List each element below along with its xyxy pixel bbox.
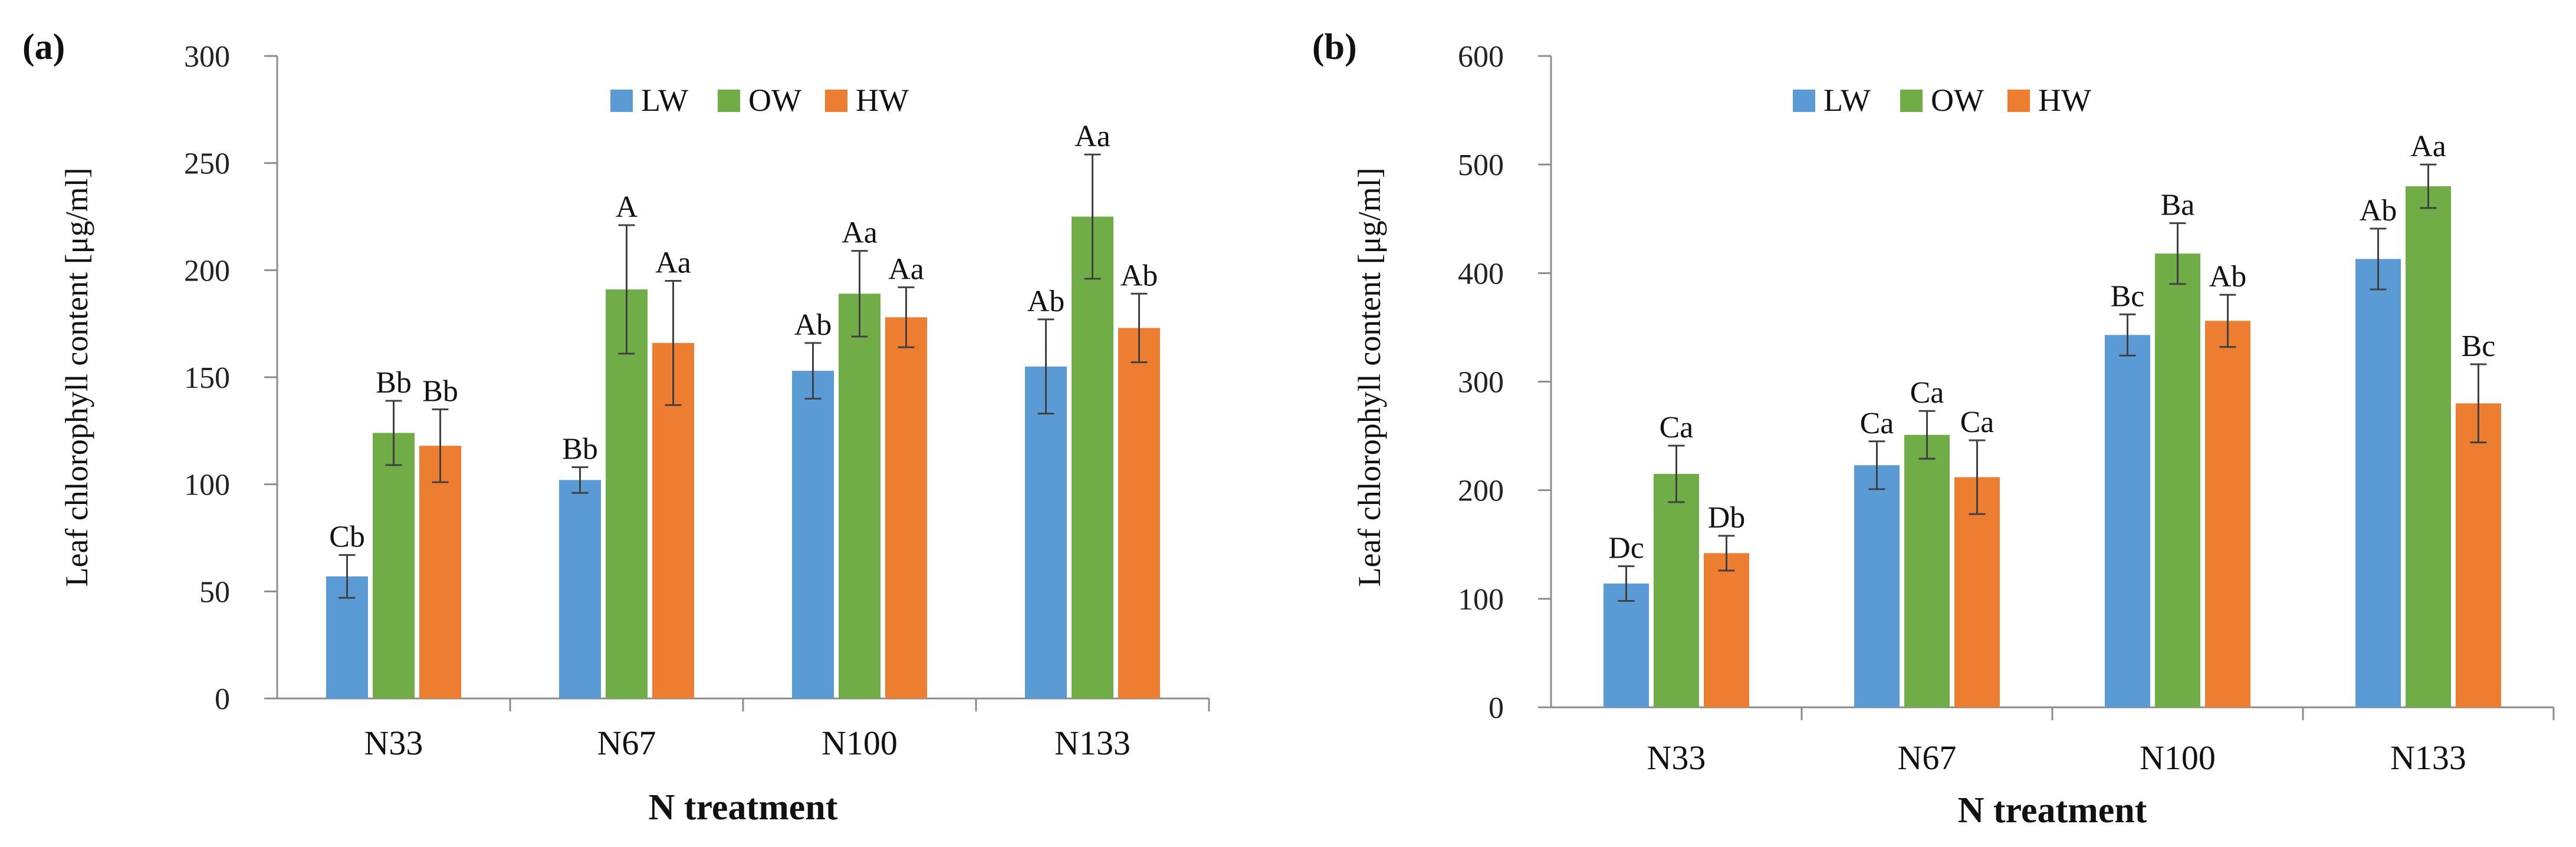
significance-label: Ca [1660,411,1694,444]
y-tick-label: 500 [1458,149,1504,182]
legend-swatch-ow [1900,90,1923,112]
legend-label: LW [641,83,688,118]
significance-label: A [616,190,638,224]
bar-lw [2105,335,2150,707]
y-tick-label: 50 [199,575,230,609]
significance-label: Bb [562,433,598,466]
significance-label: Ca [1960,406,1995,439]
bar-lw [1854,465,1900,707]
bar-ow [839,294,880,698]
significance-label: Bb [376,366,412,400]
significance-label: Aa [655,246,691,280]
legend-swatch-lw [610,90,633,112]
bar-ow [1904,434,1950,707]
significance-label: Ca [1910,376,1944,410]
significance-label: Ab [1027,285,1065,318]
y-tick-label: 100 [184,469,230,502]
y-tick-label: 250 [184,147,230,181]
bar-ow [373,433,415,698]
x-tick-label: N100 [822,724,898,762]
bar-lw [1604,584,1649,707]
x-axis-label: N treatment [1958,790,2147,830]
x-tick-label: N100 [2140,739,2216,777]
y-axis-label: Leaf chlorophyll content [μg/ml] [59,167,94,586]
y-tick-label: 300 [184,40,230,74]
bar-ow [2155,253,2200,707]
x-tick-label: N67 [597,724,656,762]
bar-lw [1025,366,1067,698]
bar-hw [1954,477,2000,707]
legend-label: HW [856,83,909,118]
x-tick-label: N133 [2390,739,2466,777]
significance-label: Ab [2360,194,2397,228]
x-axis-label: N treatment [649,787,838,828]
legend-swatch-hw [2007,90,2030,112]
significance-label: Ca [1860,407,1894,440]
y-tick-label: 200 [184,254,230,288]
panel-label: (b) [1312,27,1357,67]
legend-label: OW [1931,83,1984,118]
x-tick-label: N133 [1054,724,1131,762]
bar-ow [1654,474,1699,707]
significance-label: Aa [2410,130,2446,163]
significance-label: Db [1708,501,1746,535]
x-tick-label: N67 [1898,739,1957,777]
significance-label: Ab [2209,260,2247,294]
y-tick-label: 600 [1458,40,1504,74]
y-axis-label: Leaf chlorophyll content [μg/ml] [1352,167,1387,586]
x-tick-label: N33 [1647,739,1706,777]
panel-label: (a) [22,27,65,67]
legend-label: HW [2038,83,2091,118]
significance-label: Ab [1121,259,1158,292]
significance-label: Bb [422,375,458,408]
bar-ow [2406,186,2451,707]
significance-label: Aa [842,216,878,250]
bar-lw [792,371,834,698]
bar-hw [1704,553,1749,707]
significance-label: Dc [1608,532,1644,565]
bar-lw [2355,259,2401,707]
legend-swatch-ow [718,90,740,112]
bar-hw [1118,328,1160,698]
y-tick-label: 300 [1458,366,1504,400]
bar-hw [2456,403,2501,707]
y-tick-label: 0 [215,683,230,716]
bar-ow [606,289,648,698]
significance-label: Bc [2111,279,2145,313]
significance-label: Ab [794,308,832,342]
bar-ow [1072,216,1113,698]
y-tick-label: 400 [1458,257,1504,291]
significance-label: Cb [329,520,365,554]
legend-swatch-hw [825,90,847,112]
bar-hw [885,317,927,698]
bar-hw [2205,321,2250,707]
significance-label: Aa [888,252,924,286]
bar-hw [419,446,461,698]
significance-label: Bc [2462,329,2496,363]
significance-label: Aa [1075,120,1110,153]
bar-lw [559,480,601,698]
legend-label: OW [748,83,801,118]
y-tick-label: 150 [184,361,230,395]
y-tick-label: 200 [1458,474,1504,508]
x-tick-label: N33 [364,724,423,762]
y-tick-label: 100 [1458,583,1504,617]
legend-swatch-lw [1793,90,1815,112]
legend-label: LW [1823,83,1871,118]
significance-label: Ba [2161,189,2195,222]
y-tick-label: 0 [1489,691,1504,725]
